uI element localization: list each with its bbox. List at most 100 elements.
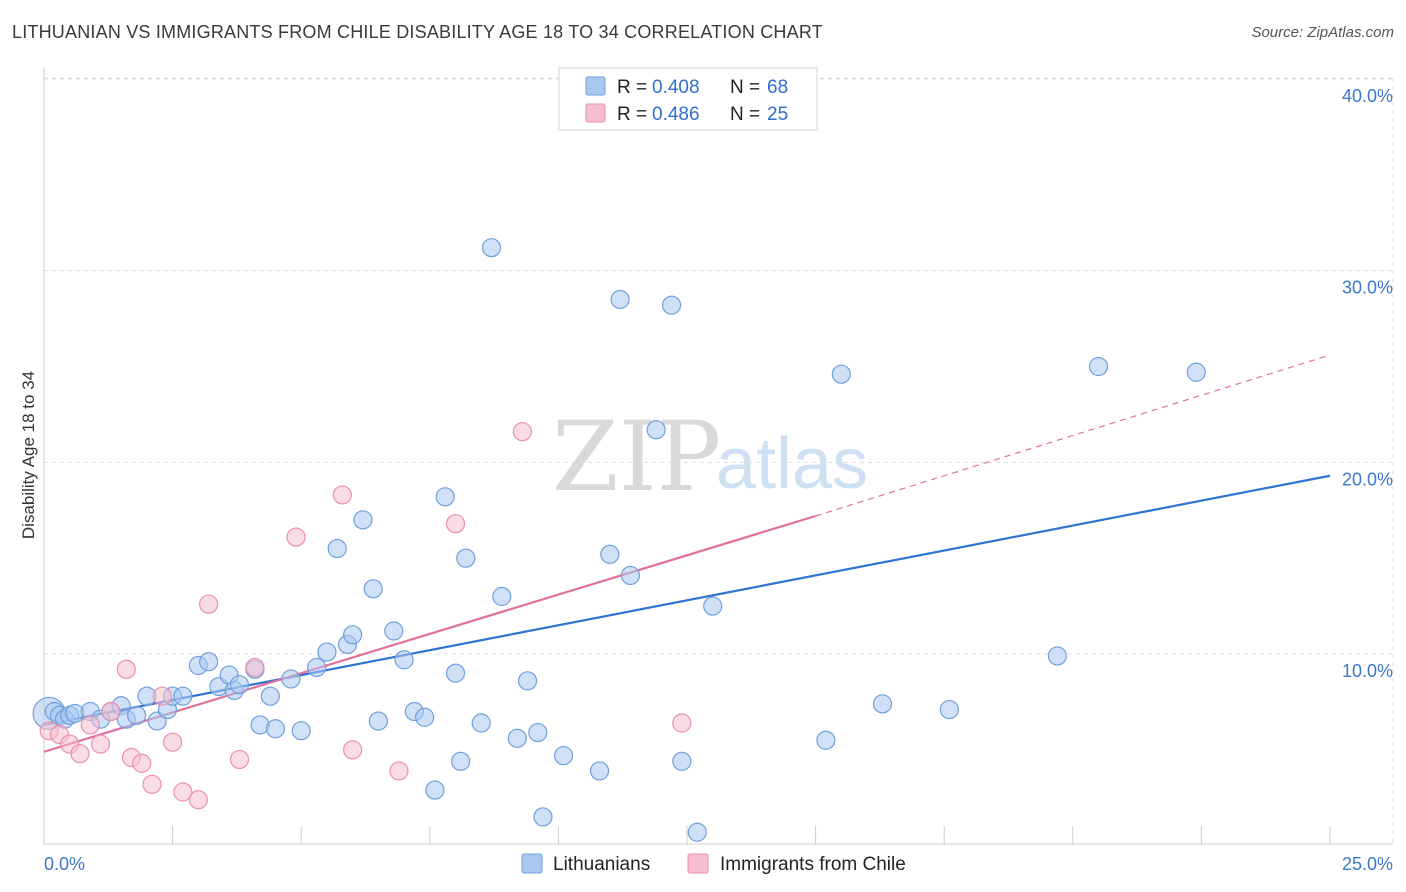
chart-title: LITHUANIAN VS IMMIGRANTS FROM CHILE DISA… (12, 22, 823, 42)
point-lithuanians-18 (199, 652, 219, 672)
legend-r-value-1: 0.408 (652, 77, 700, 98)
point-lithuanians-47 (481, 238, 502, 258)
chart-source: Source: ZipAtlas.com (1251, 24, 1394, 41)
point-lithuanians-44 (451, 751, 471, 771)
legend-n-label-2: N = (730, 104, 765, 125)
point-lithuanians-40 (415, 707, 435, 727)
point-lithuanians-16 (173, 686, 193, 706)
point-lithuanians-33 (343, 625, 363, 645)
y-tick-labels: 10.0% 20.0% 30.0% 40.0% (1342, 86, 1393, 681)
point-chile-24 (672, 713, 692, 733)
point-chile-13 (173, 782, 193, 802)
point-lithuanians-25 (260, 686, 280, 706)
point-lithuanians-51 (528, 722, 548, 743)
trend-line-lithuanians (43, 474, 1331, 726)
point-lithuanians-41 (425, 780, 445, 800)
x-tick-label-min: 0.0% (44, 854, 85, 874)
point-lithuanians-11 (126, 705, 147, 725)
point-lithuanians-64 (831, 364, 851, 384)
point-chile-22 (445, 514, 466, 534)
point-lithuanians-65 (872, 694, 893, 714)
point-lithuanians-59 (661, 295, 682, 315)
point-chile-7 (116, 659, 136, 679)
y-tick-label-40: 40.0% (1342, 86, 1393, 106)
point-lithuanians-43 (445, 663, 466, 683)
point-lithuanians-37 (384, 621, 404, 641)
point-lithuanians-53 (553, 745, 574, 766)
point-lithuanians-26 (265, 719, 286, 739)
point-chile-9 (132, 753, 152, 773)
point-chile-6 (101, 701, 121, 722)
point-chile-17 (245, 657, 265, 678)
point-lithuanians-29 (307, 657, 327, 678)
watermark: ZIP atlas (552, 401, 868, 513)
point-lithuanians-69 (1186, 362, 1206, 382)
legend-swatch-lithuanians (585, 76, 606, 96)
legend-n-label-1: N = (730, 77, 765, 98)
point-lithuanians-31 (327, 538, 347, 559)
point-chile-23 (512, 422, 532, 442)
point-lithuanians-28 (291, 721, 311, 741)
axes (43, 68, 1393, 845)
x-tick-labels: 0.0% 25.0% (44, 854, 1393, 874)
point-lithuanians-63 (816, 730, 836, 750)
trend-line-chile-extension (815, 354, 1331, 517)
point-lithuanians-42 (435, 487, 455, 507)
point-lithuanians-27 (281, 669, 301, 689)
point-lithuanians-61 (687, 822, 707, 842)
legend-r-label-2: R = (617, 104, 652, 125)
bottom-legend-swatch-chile (687, 853, 709, 874)
watermark-zip: ZIP (552, 401, 721, 513)
point-lithuanians-60 (672, 751, 692, 771)
point-lithuanians-34 (353, 510, 373, 530)
point-chile-14 (188, 790, 208, 810)
point-lithuanians-30 (317, 642, 337, 662)
y-tick-label-30: 30.0% (1342, 278, 1393, 298)
bottom-legend: Lithuanians Immigrants from Chile (521, 853, 906, 875)
point-lithuanians-46 (471, 713, 491, 733)
point-lithuanians-57 (620, 565, 641, 586)
y-axis-label: Disability Age 18 to 34 (19, 371, 38, 539)
point-chile-4 (80, 715, 100, 735)
point-lithuanians-45 (456, 548, 476, 568)
bottom-legend-label-lithuanians: Lithuanians (553, 854, 650, 875)
point-chile-15 (199, 594, 219, 614)
watermark-atlas: atlas (716, 424, 868, 504)
point-chile-21 (389, 761, 409, 781)
point-chile-10 (142, 774, 162, 794)
legend-n-value-1: 68 (767, 77, 788, 98)
data-points (32, 238, 1206, 842)
legend-r-label-1: R = (617, 77, 652, 98)
point-chile-19 (332, 485, 352, 505)
point-chile-20 (343, 740, 363, 760)
point-lithuanians-55 (600, 544, 620, 564)
top-legend: R = 0.408 N = 68 R = 0.486 N = 25 (558, 67, 818, 131)
point-chile-18 (286, 527, 306, 547)
point-lithuanians-48 (492, 586, 512, 607)
point-lithuanians-62 (703, 596, 723, 616)
point-lithuanians-56 (610, 289, 630, 310)
point-chile-3 (70, 744, 90, 764)
point-chile-16 (229, 749, 250, 770)
point-lithuanians-35 (363, 579, 383, 599)
point-lithuanians-50 (517, 671, 538, 691)
point-lithuanians-67 (1047, 646, 1067, 666)
point-lithuanians-54 (589, 761, 610, 781)
bottom-legend-label-chile: Immigrants from Chile (720, 854, 906, 875)
bottom-legend-swatch-lithuanians (521, 853, 543, 874)
point-chile-12 (163, 732, 183, 752)
point-chile-5 (90, 734, 111, 754)
point-chile-11 (152, 686, 172, 706)
legend-n-value-2: 25 (767, 104, 788, 125)
point-lithuanians-38 (394, 650, 414, 670)
point-lithuanians-49 (507, 728, 527, 748)
legend-swatch-chile (585, 103, 606, 123)
point-lithuanians-52 (533, 807, 553, 827)
point-lithuanians-68 (1088, 356, 1109, 377)
point-lithuanians-36 (368, 711, 388, 731)
point-lithuanians-66 (939, 699, 959, 720)
point-lithuanians-58 (646, 420, 666, 440)
point-lithuanians-22 (229, 675, 250, 695)
y-tick-label-10: 10.0% (1342, 661, 1393, 681)
